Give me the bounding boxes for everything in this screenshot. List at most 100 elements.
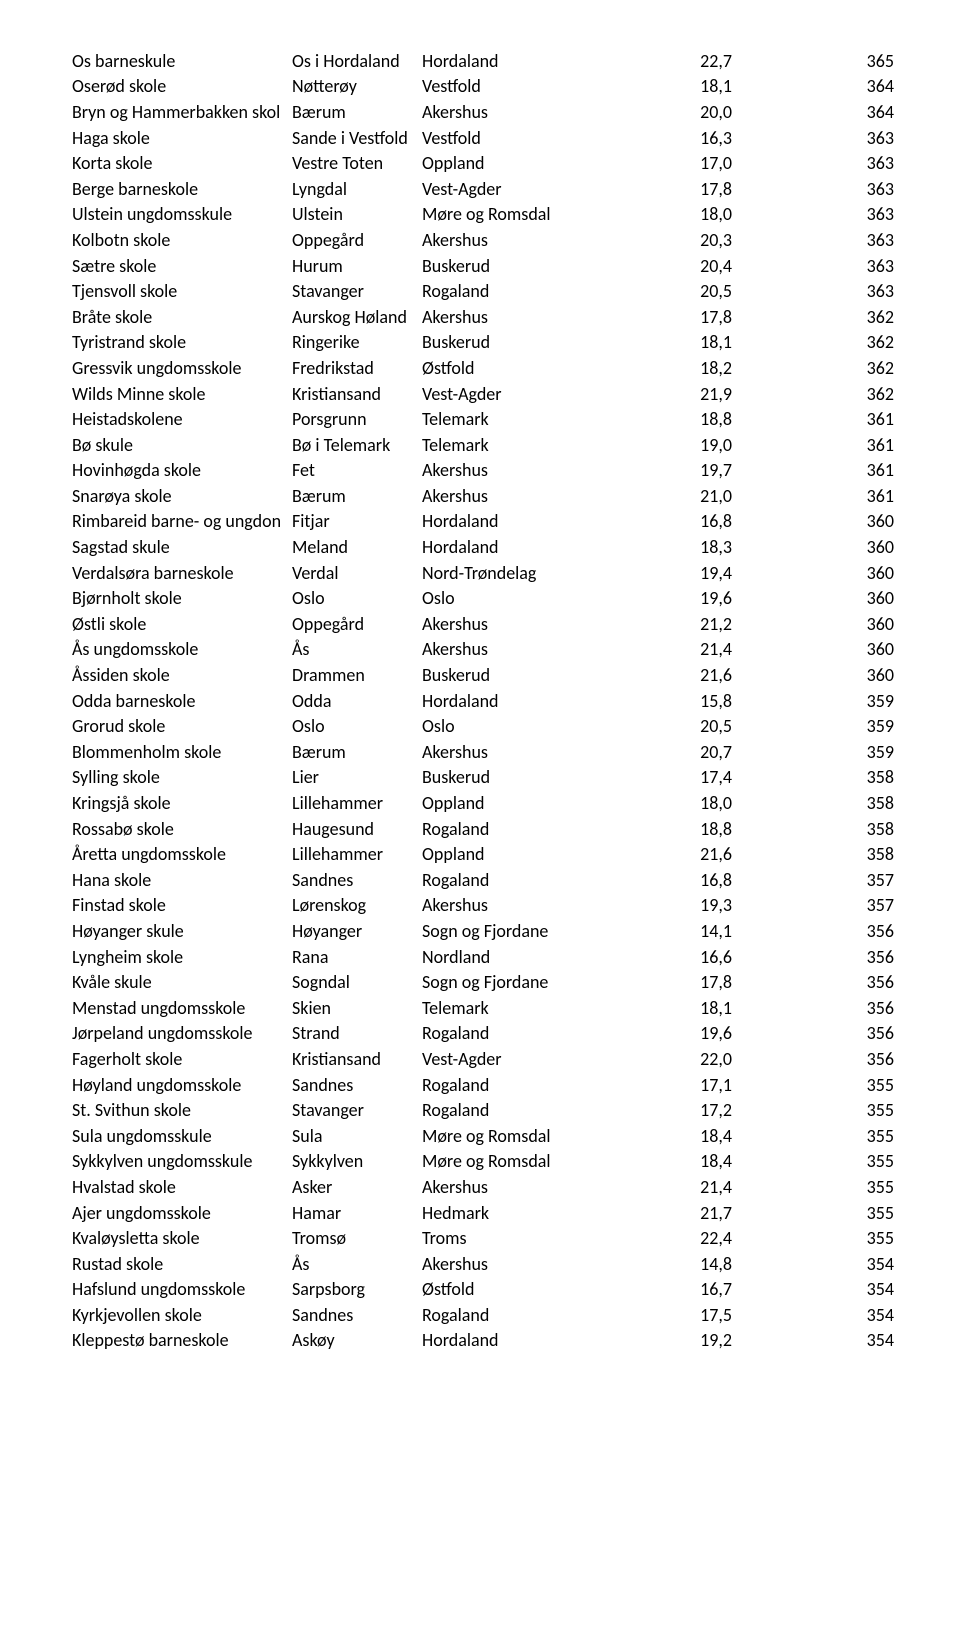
county: Rogaland [422, 1021, 582, 1047]
value-1: 17,8 [582, 176, 744, 202]
county: Vest-Agder [422, 176, 582, 202]
school-name: Os barneskule [72, 48, 292, 74]
county: Akershus [422, 1174, 582, 1200]
school-name: Tjensvoll skole [72, 278, 292, 304]
value-2: 356 [744, 995, 894, 1021]
value-1: 20,7 [582, 739, 744, 765]
county: Buskerud [422, 330, 582, 356]
value-1: 21,7 [582, 1200, 744, 1226]
value-2: 356 [744, 1021, 894, 1047]
school-name: Korta skole [72, 150, 292, 176]
municipality: Fredrikstad [292, 355, 422, 381]
county: Rogaland [422, 1302, 582, 1328]
table-row: Sula ungdomsskuleSulaMøre og Romsdal18,4… [72, 1123, 894, 1149]
value-1: 22,0 [582, 1046, 744, 1072]
municipality: Stavanger [292, 278, 422, 304]
municipality: Oslo [292, 713, 422, 739]
school-name: Sagstad skule [72, 534, 292, 560]
value-1: 22,7 [582, 48, 744, 74]
county: Telemark [422, 432, 582, 458]
county: Oslo [422, 713, 582, 739]
municipality: Ringerike [292, 330, 422, 356]
school-name: Hana skole [72, 867, 292, 893]
school-name: Finstad skole [72, 893, 292, 919]
value-1: 17,2 [582, 1097, 744, 1123]
municipality: Sarpsborg [292, 1277, 422, 1303]
value-1: 20,5 [582, 278, 744, 304]
table-row: St. Svithun skoleStavangerRogaland17,235… [72, 1097, 894, 1123]
school-name: Bø skule [72, 432, 292, 458]
school-name: Hovinhøgda skole [72, 458, 292, 484]
table-row: Hvalstad skoleAskerAkershus21,4355 [72, 1174, 894, 1200]
county: Akershus [422, 637, 582, 663]
school-name: Tyristrand skole [72, 330, 292, 356]
county: Vestfold [422, 125, 582, 151]
value-1: 17,1 [582, 1072, 744, 1098]
table-row: Hovinhøgda skoleFetAkershus19,7361 [72, 458, 894, 484]
table-row: Verdalsøra barneskoleVerdalNord-Trøndela… [72, 560, 894, 586]
county: Telemark [422, 995, 582, 1021]
table-row: Hafslund ungdomsskoleSarpsborgØstfold16,… [72, 1277, 894, 1303]
value-2: 358 [744, 790, 894, 816]
school-name: Østli skole [72, 611, 292, 637]
table-row: Bryn og Hammerbakken skolBærumAkershus20… [72, 99, 894, 125]
county: Rogaland [422, 816, 582, 842]
table-row: Sætre skoleHurumBuskerud20,4363 [72, 253, 894, 279]
value-1: 14,1 [582, 918, 744, 944]
value-2: 358 [744, 841, 894, 867]
municipality: Bærum [292, 739, 422, 765]
municipality: Tromsø [292, 1225, 422, 1251]
county: Akershus [422, 227, 582, 253]
value-2: 357 [744, 893, 894, 919]
municipality: Meland [292, 534, 422, 560]
value-2: 355 [744, 1097, 894, 1123]
value-1: 18,8 [582, 816, 744, 842]
municipality: Asker [292, 1174, 422, 1200]
value-1: 18,4 [582, 1149, 744, 1175]
value-2: 357 [744, 867, 894, 893]
municipality: Rana [292, 944, 422, 970]
county: Hedmark [422, 1200, 582, 1226]
table-row: Kvåle skuleSogndalSogn og Fjordane17,835… [72, 969, 894, 995]
municipality: Oslo [292, 585, 422, 611]
county: Hordaland [422, 1328, 582, 1354]
value-2: 361 [744, 458, 894, 484]
county: Oslo [422, 585, 582, 611]
value-2: 359 [744, 713, 894, 739]
value-1: 21,2 [582, 611, 744, 637]
municipality: Lillehammer [292, 790, 422, 816]
school-name: Lyngheim skole [72, 944, 292, 970]
school-name: Jørpeland ungdomsskole [72, 1021, 292, 1047]
county: Sogn og Fjordane [422, 969, 582, 995]
table-row: Snarøya skoleBærumAkershus21,0361 [72, 483, 894, 509]
school-name: Grorud skole [72, 713, 292, 739]
document-page: Os barneskuleOs i Hordaland Hordaland 22,7… [0, 0, 960, 1401]
school-name: Høyland ungdomsskole [72, 1072, 292, 1098]
value-2: 360 [744, 560, 894, 586]
county: Akershus [422, 893, 582, 919]
school-name: Bråte skole [72, 304, 292, 330]
school-name: Haga skole [72, 125, 292, 151]
value-1: 18,3 [582, 534, 744, 560]
table-body: Os barneskuleOs i Hordaland Hordaland 22,7… [72, 48, 894, 1353]
value-2: 354 [744, 1302, 894, 1328]
value-1: 21,0 [582, 483, 744, 509]
municipality: Sandnes [292, 867, 422, 893]
value-1: 21,6 [582, 841, 744, 867]
county: Hordaland [422, 688, 582, 714]
county: Akershus [422, 739, 582, 765]
value-2: 356 [744, 944, 894, 970]
value-1: 20,3 [582, 227, 744, 253]
table-row: Gressvik ungdomsskoleFredrikstadØstfold1… [72, 355, 894, 381]
municipality: Lillehammer [292, 841, 422, 867]
value-2: 360 [744, 637, 894, 663]
municipality: Kristiansand [292, 381, 422, 407]
school-name: Rossabø skole [72, 816, 292, 842]
value-1: 21,6 [582, 662, 744, 688]
municipality: Sandnes [292, 1072, 422, 1098]
table-row: Rossabø skoleHaugesundRogaland18,8358 [72, 816, 894, 842]
table-row: Os barneskuleOs i HordalandHordaland22,7… [72, 48, 894, 74]
table-row: Høyanger skuleHøyangerSogn og Fjordane14… [72, 918, 894, 944]
municipality: Os i Hordaland [292, 48, 422, 74]
table-row: Berge barneskoleLyngdalVest-Agder17,8363 [72, 176, 894, 202]
